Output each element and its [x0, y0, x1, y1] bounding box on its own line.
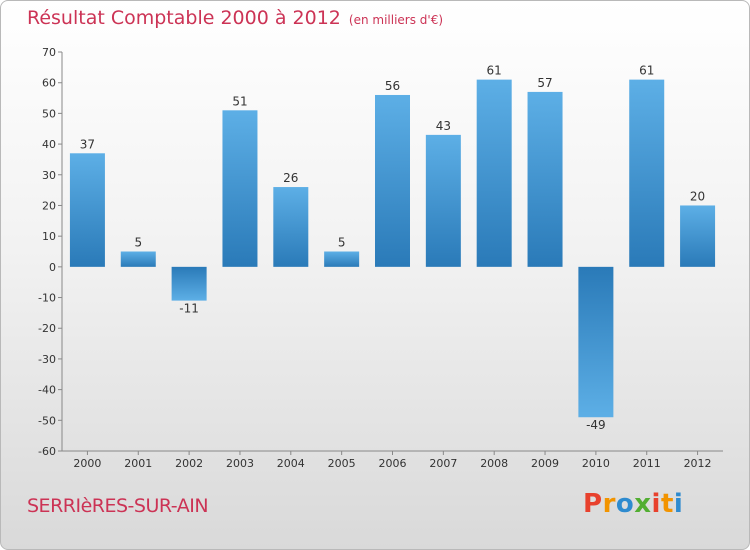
x-tick-label: 2009: [531, 457, 559, 470]
data-label: 5: [338, 236, 346, 250]
data-label: -49: [586, 418, 606, 432]
logo-letter: t: [660, 489, 674, 519]
y-tick-label: -50: [38, 414, 56, 427]
y-tick-label: 60: [42, 77, 56, 90]
y-tick-label: 70: [42, 46, 56, 59]
data-label: 57: [537, 76, 552, 90]
y-tick-label: 20: [42, 199, 56, 212]
x-tick-label: 2003: [226, 457, 254, 470]
y-tick-label: -60: [38, 445, 56, 458]
bar-2001: [120, 251, 156, 267]
bar-2006: [375, 94, 410, 267]
y-tick-label: -40: [38, 384, 56, 397]
x-tick-label: 2006: [379, 457, 407, 470]
logo-letter: i: [651, 489, 661, 519]
data-label: 51: [232, 94, 247, 108]
chart-title: Résultat Comptable 2000 à 2012 (en millie…: [27, 7, 443, 29]
data-labels: 37 5 -11 51 26 5 56 43 61 57 -49 61 20: [80, 64, 705, 433]
x-tick-label: 2001: [124, 457, 152, 470]
x-tick-label: 2008: [480, 457, 508, 470]
logo-letter: i: [673, 489, 684, 519]
commune-name: SERRIèRES-SUR-AIN: [27, 495, 209, 517]
data-label: 61: [487, 64, 502, 78]
y-tick-label: 30: [42, 169, 56, 182]
bar-2004: [273, 187, 309, 267]
bars: [69, 79, 716, 418]
logo-letter: o: [615, 489, 635, 519]
bar-2007: [425, 134, 461, 267]
chart-title-text: Résultat Comptable 2000 à 2012: [27, 7, 341, 29]
y-tick-label: 40: [42, 138, 56, 151]
x-tick-label: 2004: [277, 457, 305, 470]
y-tick-label: 10: [42, 230, 56, 243]
proxiti-logo: Proxiti: [583, 489, 683, 519]
x-tick-label: 2012: [684, 457, 712, 470]
bar-2011: [629, 79, 665, 267]
y-tick-label: 50: [42, 107, 56, 120]
data-label: 5: [134, 236, 142, 250]
bar-2000: [69, 153, 105, 267]
logo-letter: P: [583, 489, 603, 519]
data-label: 61: [639, 64, 654, 78]
data-label: 56: [385, 79, 400, 93]
bar-2012: [680, 205, 716, 267]
x-tick-label: 2000: [73, 457, 101, 470]
chart-unit: (en milliers d'€): [348, 13, 444, 27]
bar-2005: [324, 251, 360, 267]
y-tick-label: 0: [49, 261, 56, 274]
data-label: 20: [690, 189, 705, 203]
logo-letter: x: [634, 489, 652, 519]
data-label: -11: [179, 302, 199, 316]
data-label: 26: [283, 171, 298, 185]
x-tick-label: 2002: [175, 457, 203, 470]
logo-letter: r: [602, 489, 616, 519]
y-tick-label: -30: [38, 353, 56, 366]
x-tick-label: 2007: [429, 457, 457, 470]
bar-2009: [527, 91, 563, 267]
bar-2010: [578, 266, 614, 418]
y-tick-label: -10: [38, 292, 56, 305]
bar-2002: [171, 266, 207, 301]
data-label: 43: [436, 119, 451, 133]
y-tick-label: -20: [38, 322, 56, 335]
x-tick-label: 2005: [328, 457, 356, 470]
bar-2003: [222, 110, 258, 267]
x-tick-label: 2010: [582, 457, 610, 470]
data-label: 37: [80, 137, 95, 151]
bar-2008: [476, 79, 512, 267]
x-tick-label: 2011: [633, 457, 661, 470]
